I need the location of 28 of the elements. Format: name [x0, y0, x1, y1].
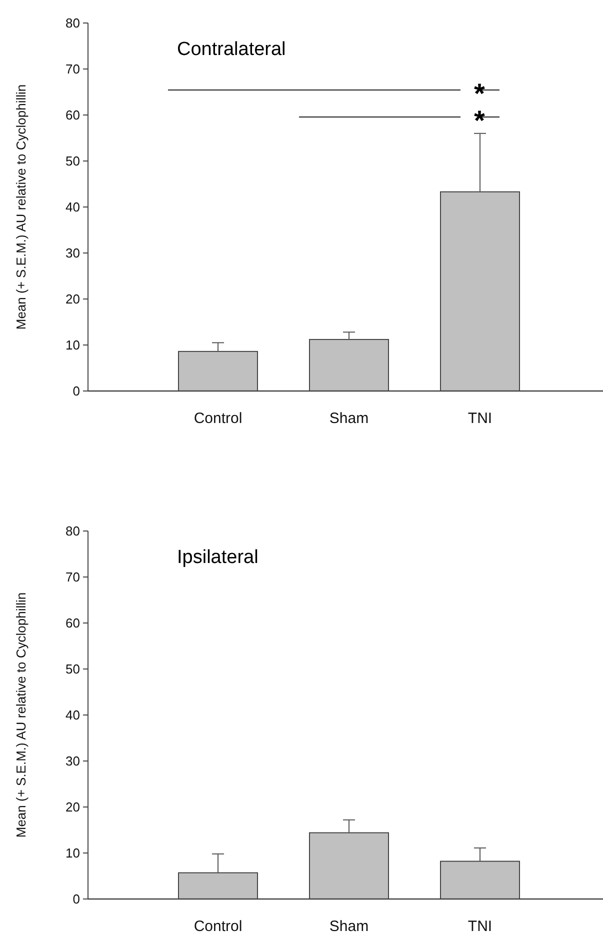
- y-tick-label: 50: [66, 154, 80, 168]
- y-tick-label: 0: [72, 384, 80, 398]
- y-axis-title: Mean (+ S.E.M.) AU relative to Cyclophillin: [14, 84, 28, 330]
- y-tick-label: 40: [66, 200, 80, 214]
- text: Ipsilateral: [177, 547, 258, 568]
- y-tick-label: 30: [66, 246, 80, 260]
- y-tick-label: 10: [66, 846, 80, 860]
- y-tick-label: 80: [66, 524, 80, 538]
- y-tick-label: 10: [66, 338, 80, 352]
- y-tick-label: 20: [66, 800, 80, 814]
- y-tick-label: 30: [66, 754, 80, 768]
- x-tick-label: Sham: [329, 918, 369, 935]
- x-tick-label: Control: [194, 410, 242, 427]
- y-tick-label: 0: [72, 892, 80, 906]
- x-tick-label: TNI: [468, 918, 492, 935]
- y-tick-label: 40: [66, 708, 80, 722]
- y-tick-label: 70: [66, 62, 80, 76]
- y-tick-label: 20: [66, 292, 80, 306]
- y-axis-title: Mean (+ S.E.M.) AU relative to Cyclophillin: [14, 592, 28, 838]
- x-tick-label: Sham: [329, 410, 369, 427]
- y-tick-label: 50: [66, 662, 80, 676]
- y-tick-label: 60: [66, 616, 80, 630]
- x-tick-label: TNI: [468, 410, 492, 427]
- y-tick-label: 70: [66, 570, 80, 584]
- y-tick-label: 80: [66, 16, 80, 30]
- x-tick-label: Control: [194, 918, 242, 935]
- text: Contralateral: [177, 39, 286, 60]
- y-tick-label: 60: [66, 108, 80, 122]
